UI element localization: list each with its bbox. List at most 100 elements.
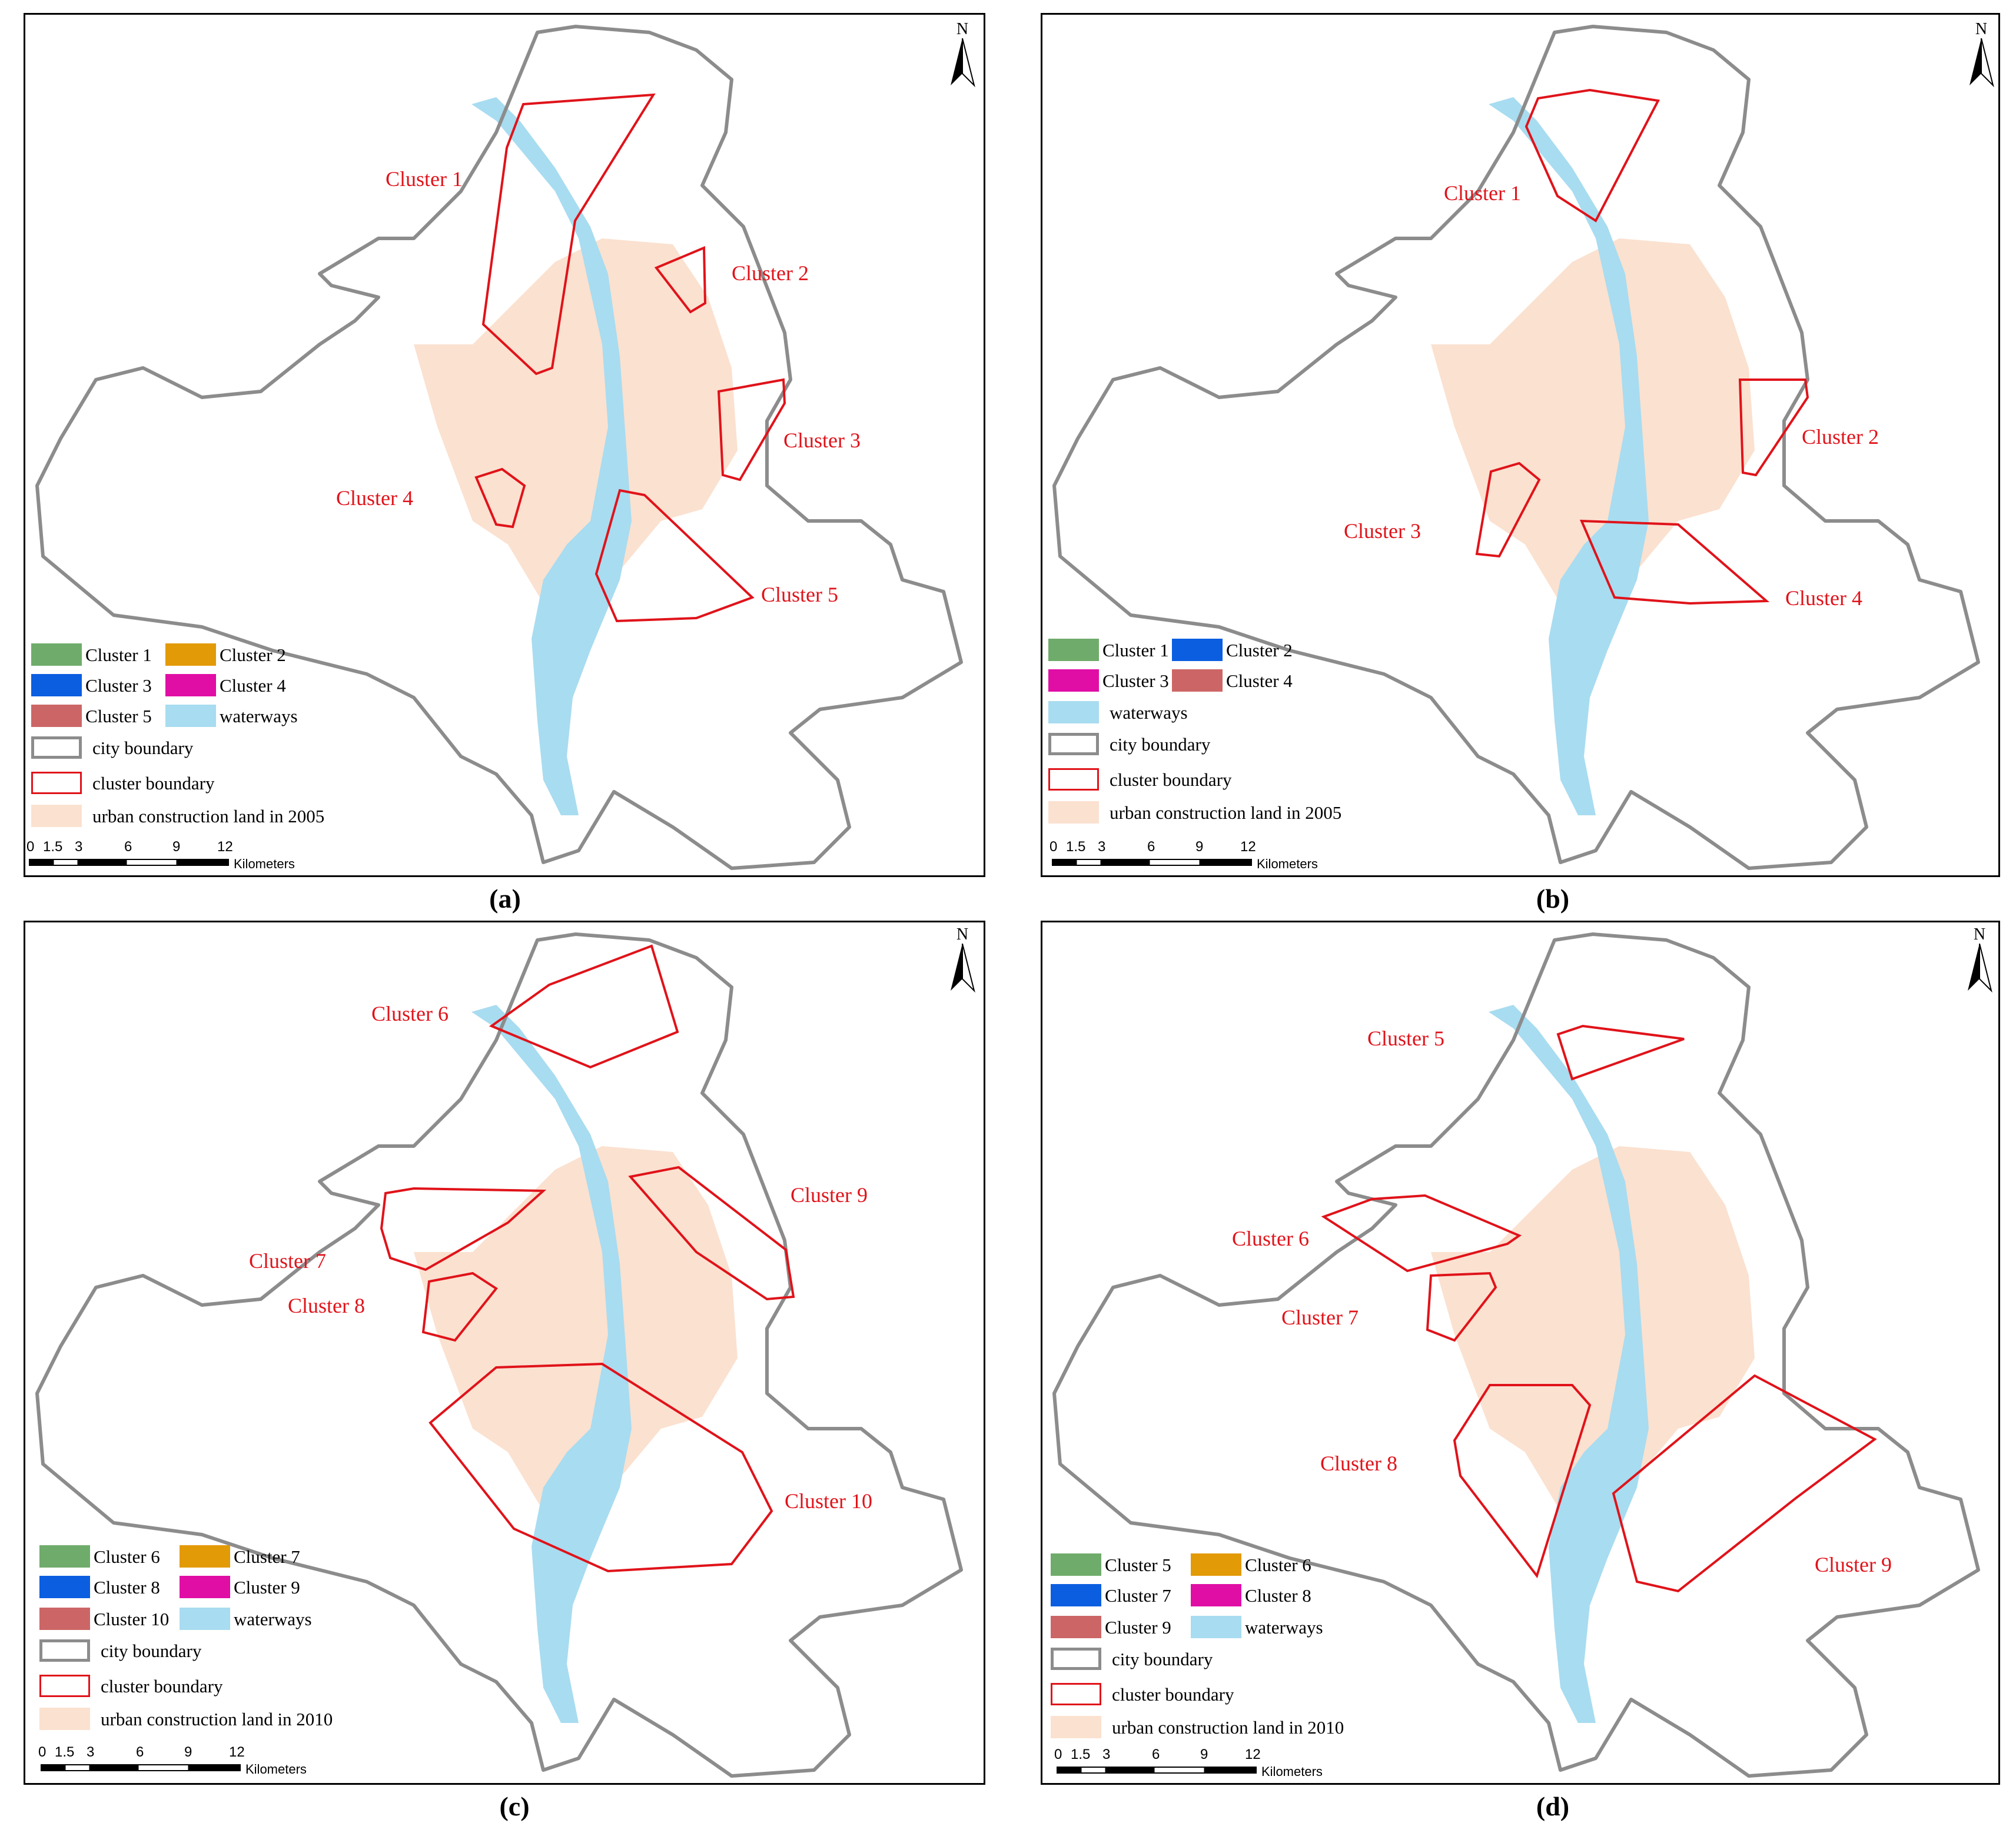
cluster-boundary-a1	[481, 93, 656, 376]
north-letter: N	[1975, 20, 1988, 38]
cluster-label: Cluster 2	[1802, 425, 1879, 449]
cluster-label: Cluster 6	[1232, 1227, 1309, 1250]
cluster-boundary-d5	[1556, 1024, 1685, 1081]
north-arrow-icon	[951, 943, 975, 993]
cluster-boundary-d9	[1612, 1374, 1877, 1593]
caption-b: (b)	[1536, 884, 1570, 914]
north-arrow: N	[945, 21, 980, 96]
legend-swatch-city-boundary	[1048, 733, 1099, 755]
river	[471, 97, 632, 815]
legend-swatch-cluster-boundary	[31, 772, 82, 794]
cluster-label: Cluster 4	[1785, 586, 1862, 610]
caption-a: (a)	[489, 884, 521, 914]
cluster-boundary-d6	[1321, 1194, 1522, 1273]
map-panel-d: Cluster 5 Cluster 6 Cluster 7 Cluster 8 …	[1041, 921, 2000, 1785]
legend-swatch-magenta	[1048, 669, 1099, 692]
cluster-boundary-b2	[1738, 379, 1809, 477]
scale-bar-graphic	[1057, 1767, 1257, 1774]
cluster-label: Cluster 7	[249, 1249, 326, 1273]
cluster-boundary-a3	[717, 378, 786, 482]
map-canvas-c	[35, 932, 963, 1778]
cluster-label: Cluster 3	[783, 429, 861, 452]
legend-swatch-blue	[1172, 639, 1223, 661]
cluster-boundary-c8	[421, 1271, 498, 1342]
cluster-label: Cluster 10	[785, 1489, 872, 1513]
legend-swatch-orange	[1191, 1553, 1241, 1576]
map-canvas-a	[35, 25, 963, 870]
cluster-boundary-b3	[1475, 462, 1541, 558]
cluster-label: Cluster 6	[371, 1002, 449, 1025]
legend-swatch-orange	[165, 643, 216, 666]
cluster-label: Cluster 5	[1367, 1027, 1444, 1050]
north-arrow-icon	[1968, 943, 1992, 993]
map-panel-b: Cluster 1 Cluster 2 Cluster 3 Cluster 4 …	[1041, 13, 2000, 877]
city-boundary	[35, 25, 963, 870]
legend-swatch-green	[31, 643, 82, 666]
map-panel-c: Cluster 6 Cluster 7 Cluster 8 Cluster 9 …	[24, 921, 985, 1785]
urban-construction-land	[414, 1146, 738, 1511]
north-letter: N	[956, 20, 969, 38]
cluster-boundary-b4	[1579, 519, 1770, 605]
legend-swatch-city-boundary	[31, 736, 82, 759]
north-arrow-icon	[951, 38, 975, 88]
urban-construction-land	[1431, 1146, 1755, 1511]
legend-swatch-magenta	[165, 674, 216, 696]
city-boundary	[1052, 25, 1980, 870]
city-boundary	[1052, 932, 1980, 1778]
cluster-boundary-b1	[1525, 88, 1660, 223]
legend-swatch-magenta	[1191, 1584, 1241, 1606]
legend-swatch-cluster-boundary	[1048, 768, 1099, 791]
river	[471, 1005, 632, 1723]
cluster-label: Cluster 8	[1320, 1452, 1397, 1475]
map-panel-a: Cluster 1 Cluster 2 Cluster 3 Cluster 4 …	[24, 13, 985, 877]
cluster-label: Cluster 1	[386, 167, 463, 191]
cluster-label: Cluster 7	[1281, 1306, 1359, 1329]
scale-bar-graphic	[41, 1764, 241, 1771]
caption-c: (c)	[499, 1791, 530, 1821]
legend-swatch-city-boundary	[39, 1639, 90, 1662]
north-letter: N	[1973, 925, 1986, 944]
legend-swatch-magenta	[180, 1576, 230, 1598]
legend-swatch-urban	[1048, 801, 1099, 824]
caption-d: (d)	[1536, 1791, 1570, 1821]
river	[1489, 1005, 1649, 1723]
cluster-label: Cluster 3	[1344, 519, 1421, 543]
cluster-label: Cluster 1	[1444, 181, 1521, 205]
cluster-boundary-d7	[1426, 1271, 1497, 1342]
north-letter: N	[956, 925, 969, 944]
urban-construction-land	[414, 238, 738, 603]
scale-bar-graphic	[1052, 859, 1252, 866]
legend-swatch-waterways	[165, 705, 216, 727]
legend-swatch-red	[31, 705, 82, 727]
cluster-boundary-c7	[380, 1187, 547, 1271]
legend-swatch-red	[39, 1608, 90, 1630]
cluster-boundary-a5	[594, 489, 755, 623]
legend-swatch-waterways	[180, 1608, 230, 1630]
legend-swatch-red	[1051, 1616, 1101, 1638]
urban-construction-land	[1431, 238, 1755, 603]
legend-swatch-green	[1048, 639, 1099, 661]
legend-swatch-city-boundary	[1051, 1648, 1101, 1670]
legend-swatch-urban	[39, 1708, 90, 1730]
legend-swatch-green	[39, 1545, 90, 1568]
legend-swatch-cluster-boundary	[39, 1675, 90, 1697]
map-canvas-b	[1052, 25, 1980, 870]
scale-bar-graphic	[29, 859, 229, 866]
north-arrow: N	[945, 926, 980, 1001]
map-canvas-d	[1052, 932, 1980, 1778]
cluster-label: Cluster 9	[791, 1183, 868, 1207]
cluster-boundary-a2	[654, 246, 707, 314]
legend-swatch-red	[1172, 669, 1223, 692]
cluster-boundary-c6	[489, 944, 679, 1069]
north-arrow-icon	[1969, 38, 1994, 88]
legend-swatch-waterways	[1191, 1616, 1241, 1638]
legend-swatch-blue	[1051, 1584, 1101, 1606]
cluster-boundary-c9	[628, 1166, 795, 1301]
cluster-label: Cluster 5	[761, 583, 838, 606]
legend-swatch-cluster-boundary	[1051, 1683, 1101, 1705]
legend-swatch-blue	[31, 674, 82, 696]
legend-swatch-waterways	[1048, 701, 1099, 723]
cluster-label: Cluster 8	[288, 1294, 365, 1317]
cluster-boundary-a4	[474, 467, 526, 529]
cluster-label: Cluster 9	[1815, 1553, 1892, 1576]
